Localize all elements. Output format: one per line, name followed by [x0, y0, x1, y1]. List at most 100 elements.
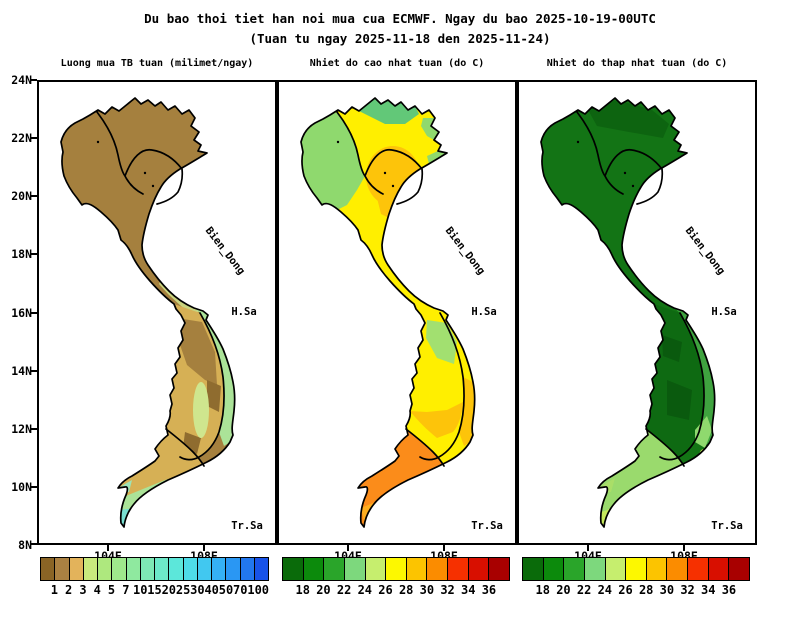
colorbar-cell	[324, 558, 345, 580]
tmin-region-dark-patch	[662, 335, 682, 362]
colorbar-tick-label: 34	[701, 583, 716, 597]
colorbar-tick-label: 1	[50, 583, 58, 597]
colorbar-tick-label: 36	[481, 583, 497, 597]
panel-frame	[517, 80, 757, 545]
colorbar-tick-label: 7	[122, 583, 130, 597]
colorbar-tick-label: 26	[378, 583, 393, 597]
x-tick	[107, 545, 109, 551]
y-tick	[31, 253, 37, 255]
colorbar-tick-label: 40	[204, 583, 219, 597]
tmax-region-coast-orange	[459, 377, 475, 446]
colorbar-tick-label: 18	[295, 583, 310, 597]
y-tick	[31, 486, 37, 488]
colorbar-tmin	[522, 557, 750, 581]
colorbar-cell	[41, 558, 56, 580]
colorbar-cell	[303, 558, 325, 580]
panel-title-rain: Luong mua TB tuan (milimet/ngay)	[60, 58, 254, 69]
figure-subtitle: (Tuan tu ngay 2025-11-18 den 2025-11-24)	[249, 31, 551, 46]
colorbar-cell	[543, 558, 565, 580]
y-axis-label: 22N	[11, 131, 32, 145]
tmin-region-south	[598, 426, 684, 527]
colorbar-rain-labels: 1 2 3 4 5 7 10 15 20 25 30 40 50 70 100	[47, 583, 270, 597]
colorbar-cell	[523, 558, 544, 580]
colorbar-tick-label: 2	[65, 583, 73, 597]
colorbar-cell	[69, 558, 84, 580]
colorbar-tick-label: 10	[132, 583, 148, 597]
tmax-region-north-band	[359, 98, 419, 124]
colorbar-cell	[254, 558, 268, 580]
colorbar-cell	[83, 558, 98, 580]
colorbar-cell	[140, 558, 155, 580]
island-label-hoangsa: H.Sa	[711, 306, 737, 318]
colorbar-tick-label: 30	[419, 583, 435, 597]
colorbar-tmax	[282, 557, 510, 581]
colorbar-cell	[112, 558, 127, 580]
colorbar-cell	[55, 558, 70, 580]
colorbar-cell	[240, 558, 255, 580]
colorbar-tick-label: 20	[556, 583, 571, 597]
colorbar-cell	[564, 558, 585, 580]
y-axis-label: 20N	[11, 189, 32, 203]
colorbar-tick-label: 100	[247, 583, 270, 597]
tmax-region-northwest	[301, 112, 365, 210]
colorbar-tick-label: 20	[316, 583, 331, 597]
rain-region-highland-brown	[177, 318, 217, 385]
y-axis-label: 24N	[11, 73, 32, 87]
y-tick	[31, 543, 37, 545]
colorbar-rain	[40, 557, 269, 581]
y-axis-label: 14N	[11, 364, 32, 378]
island-label-truongsa: Tr.Sa	[471, 520, 503, 532]
figure-title: Du bao thoi tiet han noi mua cua ECMWF. …	[144, 11, 656, 26]
colorbar-tick-label: 28	[638, 583, 654, 597]
y-tick	[31, 195, 37, 197]
x-tick	[683, 545, 685, 551]
x-tick	[347, 545, 349, 551]
colorbar-cell	[212, 558, 227, 580]
colorbar-cell	[155, 558, 170, 580]
y-tick	[31, 79, 37, 81]
colorbar-cell	[406, 558, 428, 580]
colorbar-tick-label: 30	[659, 583, 675, 597]
colorbar-cell	[688, 558, 709, 580]
colorbar-cell	[427, 558, 449, 580]
colorbar-cell	[344, 558, 366, 580]
colorbar-cell	[626, 558, 647, 580]
colorbar-cell	[98, 558, 113, 580]
colorbar-tick-label: 20	[161, 583, 177, 597]
tmin-region-bright-spot	[699, 449, 709, 463]
rain-region-south	[118, 426, 204, 527]
island-label-truongsa: Tr.Sa	[231, 520, 263, 532]
colorbar-cell	[468, 558, 490, 580]
colorbar-cell	[226, 558, 241, 580]
colorbar-tmax-labels: 18 20 22 24 26 28 30 32 34 36	[292, 583, 499, 597]
colorbar-tick-label: 15	[147, 583, 162, 597]
y-tick	[31, 312, 37, 314]
x-tick	[443, 545, 445, 551]
colorbar-tick-label: 70	[233, 583, 248, 597]
colorbar-cell	[708, 558, 730, 580]
panel-frame	[37, 80, 277, 545]
panel-frame	[277, 80, 517, 545]
tmin-region-dark-patch	[667, 380, 692, 420]
colorbar-cell	[729, 558, 750, 580]
y-tick	[31, 428, 37, 430]
colorbar-tick-label: 25	[175, 583, 191, 597]
colorbar-tick-label: 30	[190, 583, 205, 597]
colorbar-cell	[183, 558, 198, 580]
x-tick	[587, 545, 589, 551]
tmax-region-inner-orange	[410, 402, 463, 438]
colorbar-cell	[605, 558, 627, 580]
colorbar-tmin-labels: 18 20 22 24 26 28 30 32 34 36	[532, 583, 739, 597]
colorbar-tick-label: 22	[336, 583, 352, 597]
colorbar-cell	[448, 558, 469, 580]
colorbar-tick-label: 3	[79, 583, 87, 597]
colorbar-tick-label: 32	[680, 583, 695, 597]
y-axis-label: 8N	[18, 538, 32, 552]
colorbar-cell	[646, 558, 668, 580]
tmax-region-south-orange	[358, 426, 444, 527]
y-axis-label: 12N	[11, 422, 32, 436]
colorbar-cell	[126, 558, 141, 580]
y-tick	[31, 370, 37, 372]
rain-region-dark-patch	[207, 380, 221, 412]
